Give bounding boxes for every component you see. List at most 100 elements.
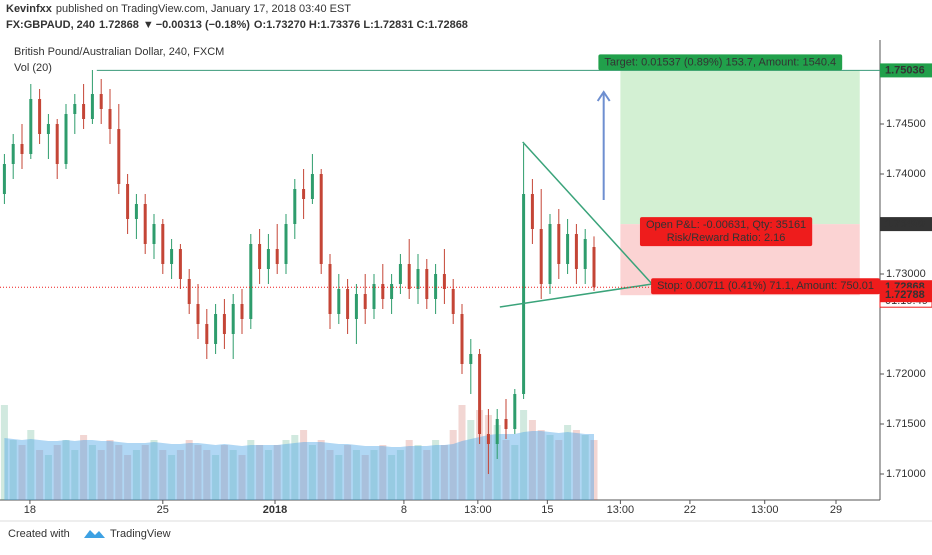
bar-body [284,224,288,264]
volume-bar [62,440,70,500]
bar-body [73,104,77,114]
position-label-box [651,278,880,295]
bar-body [592,247,596,288]
bar-body [11,144,15,164]
bar-body [460,314,464,364]
volume-bar [44,455,52,500]
volume-bar [352,450,360,500]
volume-bar [273,445,281,500]
volume-bar [564,425,572,500]
volume-bar [502,440,510,500]
volume-bar [203,450,211,500]
y-tick-label: 1.74500 [886,118,926,130]
x-tick-label: 18 [24,504,36,516]
bar-body [126,184,130,219]
price-label-box [880,217,932,232]
volume-bar [388,455,396,500]
x-tick-label: 2018 [263,504,287,516]
position-label: Open P&L: -0.00631, Qty: 35161Risk/Rewar… [639,217,813,247]
volume-bar [27,430,35,500]
bar-body [196,304,200,324]
volume-bar [97,450,105,500]
header-text: Kevinfxx [6,3,53,15]
bar-body [231,304,235,334]
bar-body [583,239,587,269]
bar-body [64,114,68,164]
volume-bar [493,425,501,500]
volume-bar [449,430,457,500]
volume-bar [115,445,123,500]
bar-body [20,144,24,154]
volume-bar [194,445,202,500]
bar-body [337,289,341,314]
price-label: 1.75036 [885,64,925,76]
bar-body [222,314,226,334]
x-tick-label: 8 [401,504,407,516]
bar-body [108,109,112,129]
bar-body [134,204,138,219]
position-label-box [598,54,843,71]
volume-bar [423,450,431,500]
y-tick-label: 1.71000 [886,468,926,480]
header-text: FX:GBPAUD, 240 [6,19,95,31]
volume-bar [467,420,475,500]
y-tick-label: 1.73000 [886,268,926,280]
bar-body [258,244,262,269]
volume-label: Vol (20) [14,62,52,74]
bar-body [187,279,191,304]
volume-bar [36,450,44,500]
volume-bar [344,445,352,500]
volume-bar [141,445,149,500]
bar-body [302,189,306,199]
header-text: published on TradingView.com, January 17… [56,3,351,15]
volume-bar [256,445,264,500]
bar-body [407,264,411,289]
brand-logo [84,530,105,538]
volume-bar [300,430,308,500]
bar-body [170,249,174,264]
volume-bar [581,435,589,500]
footer-brand: TradingView [110,528,171,540]
volume-bar [590,440,598,500]
volume-bar [440,445,448,500]
price-label: 1.73499 [885,218,925,230]
volume-bar [528,420,536,500]
bar-body [293,189,297,224]
volume-bar [176,450,184,500]
bar-body [55,124,59,164]
price-label: 1.72788 [885,289,925,301]
header-text: ▼ [143,19,154,31]
bar-body [469,354,473,364]
bar-body [99,94,103,109]
volume-bar [370,450,378,500]
bar-body [178,249,182,279]
position-label-box [639,217,813,247]
header-text: O:1.73270 H:1.73376 L:1.72831 C:1.72868 [254,19,468,31]
volume-bar [555,440,563,500]
position-label-text: Risk/Reward Ratio: 2.16 [667,232,786,244]
bar-body [38,99,42,134]
position-label-text: Open P&L: -0.00631, Qty: 35161 [646,219,806,231]
bar-body [566,234,570,264]
position-label-text: Target: 0.01537 (0.89%) 153.7, Amount: 1… [604,56,836,68]
bar-body [240,304,244,319]
volume-bar [379,445,387,500]
volume-bar [396,450,404,500]
bar-body [398,264,402,284]
bar-body [434,274,438,299]
bar-body [319,174,323,264]
volume-ma-area [4,431,594,500]
x-tick-label: 13:00 [751,504,779,516]
volume-bar [18,445,26,500]
y-tick-label: 1.72000 [886,368,926,380]
bar-body [451,289,455,314]
volume-bar [458,405,466,500]
volume-bar [53,445,61,500]
bar-body [152,224,156,244]
bar-body [425,269,429,299]
volume-bar [212,455,220,500]
bar-body [495,419,499,444]
bar-body [574,234,578,269]
trend-line [522,141,653,285]
bar-body [328,264,332,314]
